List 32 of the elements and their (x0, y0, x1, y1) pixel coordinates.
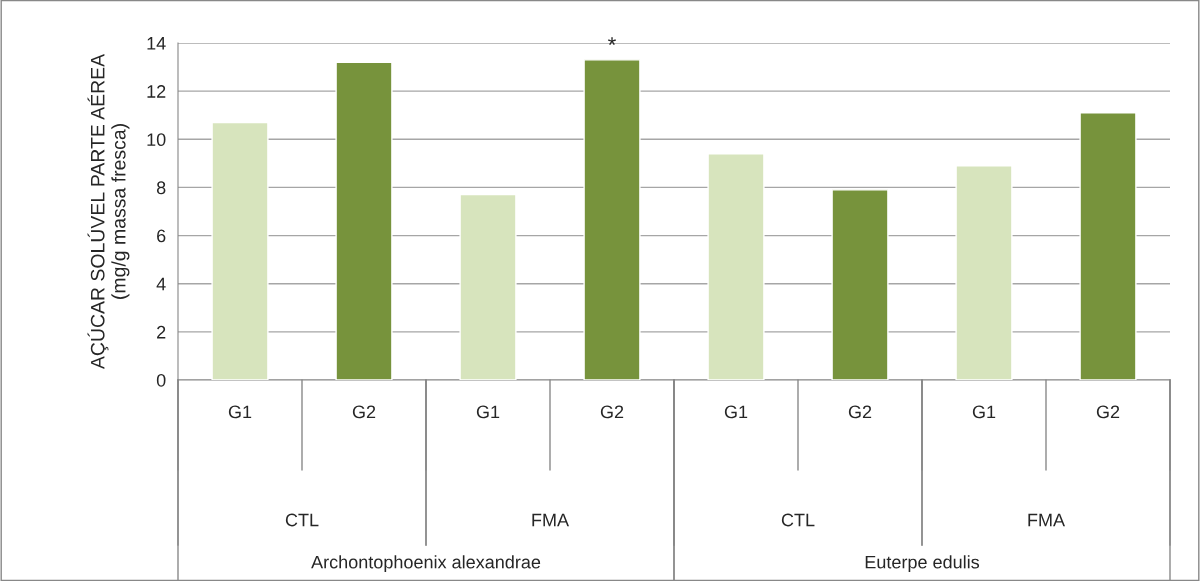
bar (955, 165, 1013, 380)
x-tick-label: G1 (228, 405, 252, 419)
x-tick-label: G2 (352, 405, 376, 419)
x-tick-label: G2 (848, 405, 872, 419)
x-tick-label: G1 (476, 405, 500, 419)
text: CTL (781, 513, 815, 527)
bar (583, 59, 641, 380)
y-tick-label: 4 (156, 277, 166, 291)
x-tick-label: G1 (972, 405, 996, 419)
text: Euterpe edulis (865, 555, 980, 573)
y-tick-label: 2 (157, 325, 166, 339)
bar (1079, 112, 1137, 380)
y-tick-label: 10 (147, 133, 166, 147)
text: CTL (285, 513, 319, 527)
text: FMA (1028, 513, 1066, 527)
text: Archontophoenix alexandrae (311, 555, 541, 573)
y-tick-label: 12 (147, 85, 166, 98)
text: FMA (532, 513, 570, 527)
bar (459, 193, 517, 380)
bar (335, 61, 393, 380)
y-tick-label: 14 (147, 37, 166, 50)
x-tick-label: G2 (600, 405, 624, 419)
data-label: * (608, 37, 616, 45)
y-tick-label: 6 (157, 229, 166, 243)
y-tick-label: 8 (156, 181, 166, 195)
bar (211, 121, 269, 380)
x-tick-label: G2 (1096, 405, 1120, 419)
y-axis-title: AÇÚCAR SOLÚVEL PARTE AÉREA (mg/g massa fresca) (87, 53, 130, 370)
y-tick-label: 0 (156, 373, 166, 387)
x-tick-label: G1 (724, 405, 748, 419)
bar (831, 189, 889, 380)
bar (707, 153, 765, 380)
